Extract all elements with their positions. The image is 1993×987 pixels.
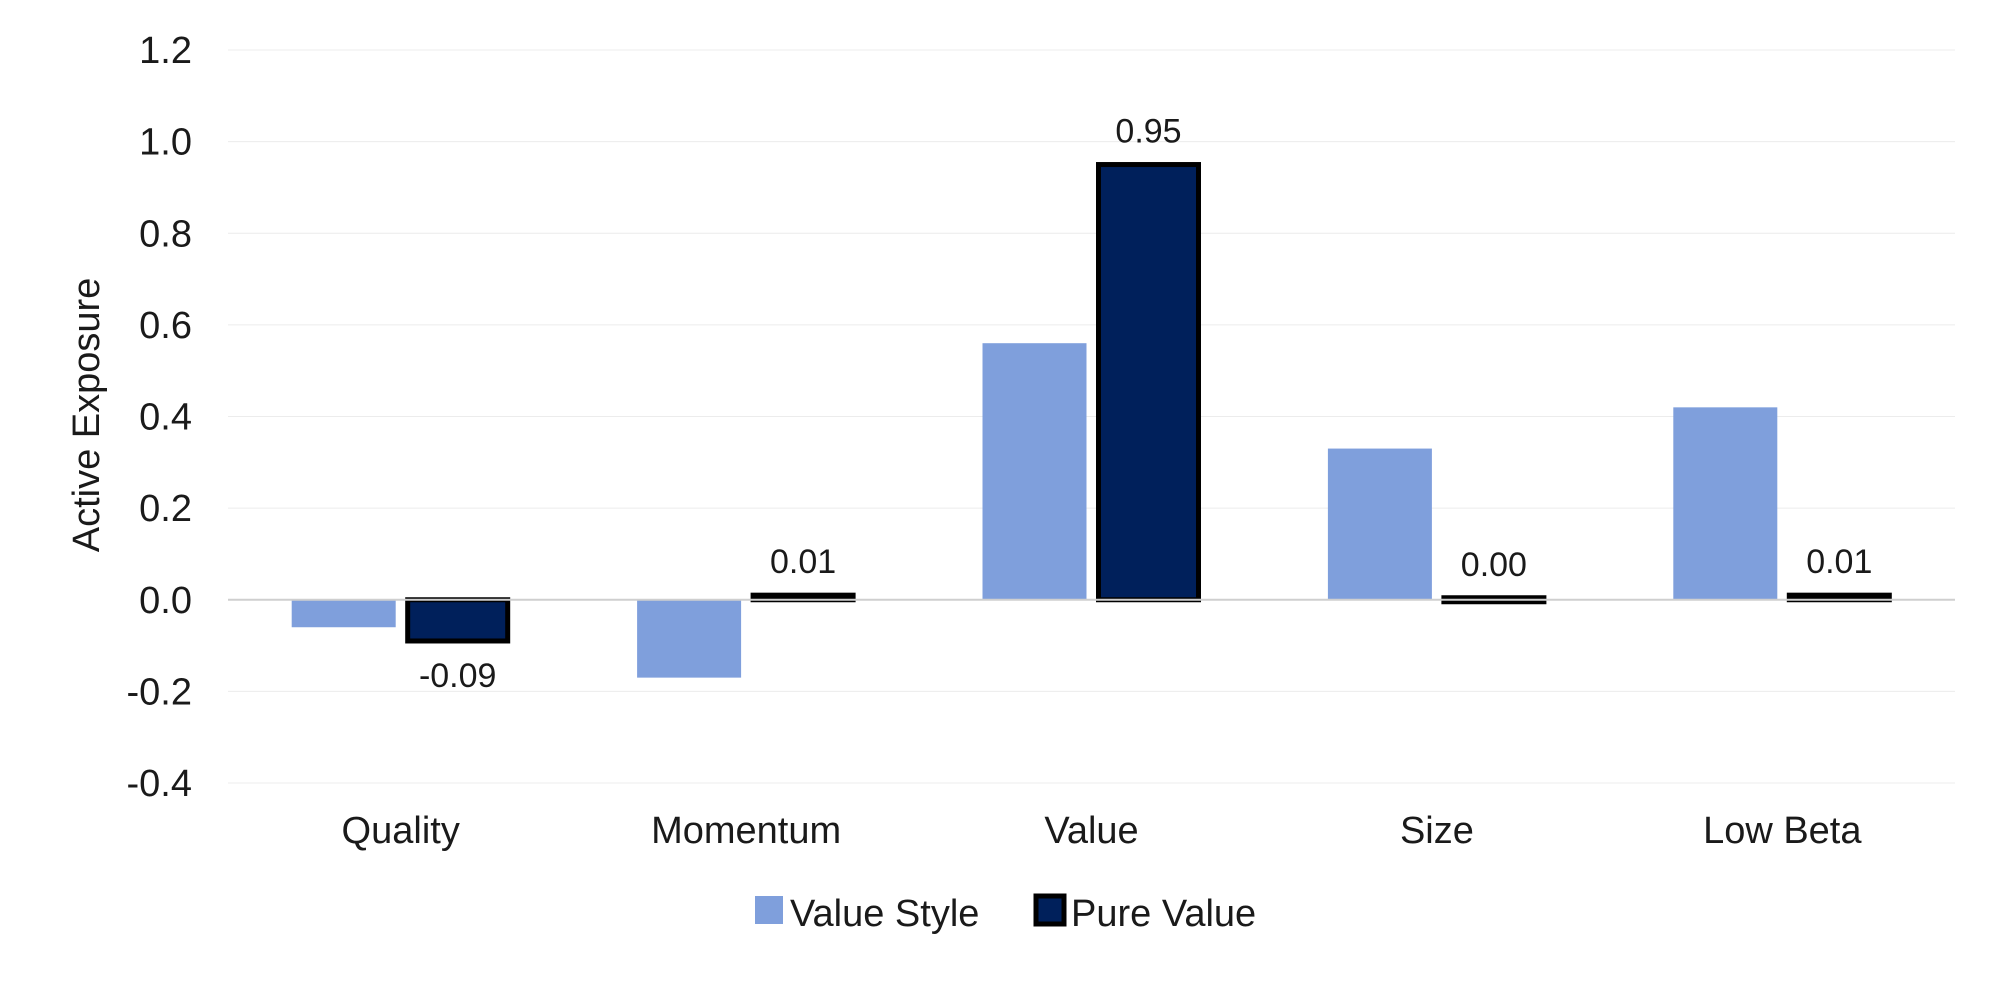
y-tick-label: 0.6 <box>139 305 192 347</box>
y-tick-label: -0.2 <box>127 671 192 713</box>
data-label: 0.95 <box>1115 113 1181 151</box>
bar-value-style <box>637 599 742 678</box>
x-category-label: Low Beta <box>1703 810 1862 852</box>
y-tick-label: 0.4 <box>139 397 192 439</box>
bar-value-style <box>1327 448 1432 600</box>
bar-pure-value <box>1096 162 1201 603</box>
y-tick-label: 1.0 <box>139 122 192 164</box>
data-label: 0.01 <box>1806 543 1872 581</box>
legend-label: Value Style <box>790 893 979 935</box>
legend-swatch <box>755 896 783 924</box>
gridlines <box>228 49 1955 784</box>
data-label: 0.00 <box>1461 546 1527 584</box>
y-tick-label: 0.2 <box>139 488 192 530</box>
bar-value-style <box>1673 407 1778 600</box>
y-axis-ticks: 1.2 1.0 0.8 0.6 0.4 0.2 0.0 -0.2 -0.4 <box>127 30 192 805</box>
x-axis-categories: Quality Momentum Value Size Low Beta <box>342 810 1863 852</box>
x-category-label: Value <box>1044 810 1138 852</box>
x-category-label: Size <box>1400 810 1474 852</box>
bar-value-style <box>291 599 396 628</box>
y-tick-label: 0.8 <box>139 213 192 255</box>
bar-pure-value <box>405 597 511 644</box>
bars <box>291 162 1892 678</box>
x-category-label: Momentum <box>651 810 841 852</box>
bar-value-style <box>982 343 1087 600</box>
legend-swatch <box>1033 893 1067 927</box>
data-label: -0.09 <box>419 657 497 695</box>
y-tick-label: 1.2 <box>139 30 192 72</box>
data-label: 0.01 <box>770 543 836 581</box>
y-tick-label: 0.0 <box>139 580 192 622</box>
x-category-label: Quality <box>342 810 460 852</box>
legend: Value Style Pure Value <box>755 893 1256 935</box>
y-tick-label: -0.4 <box>127 763 192 805</box>
legend-label: Pure Value <box>1071 893 1256 935</box>
y-axis-title: Active Exposure <box>66 278 108 553</box>
data-labels: -0.09 0.01 0.95 0.00 0.01 <box>419 113 1872 695</box>
